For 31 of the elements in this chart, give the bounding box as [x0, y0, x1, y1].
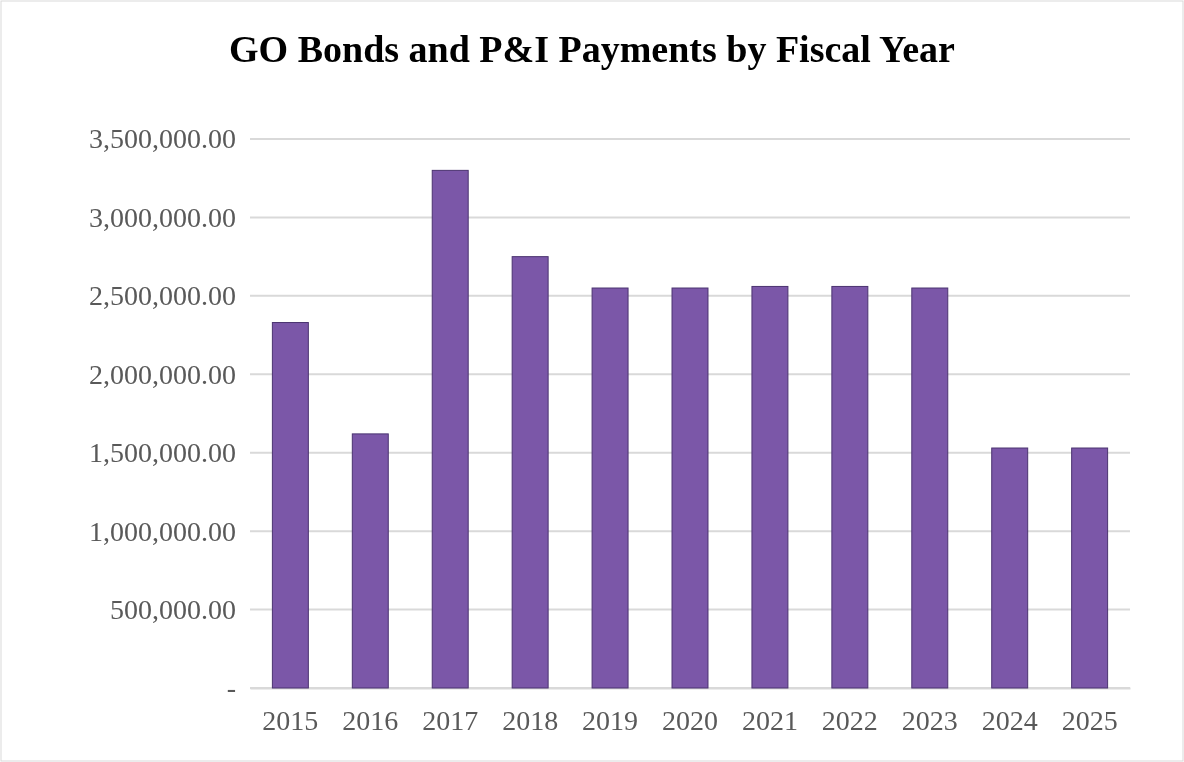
- x-tick-label: 2018: [502, 704, 559, 736]
- x-tick-label: 2017: [422, 704, 479, 736]
- y-tick-label: 500,000.00: [110, 594, 236, 626]
- y-tick-label: 1,500,000.00: [89, 437, 236, 469]
- y-tick-label: 2,500,000.00: [89, 280, 236, 312]
- y-tick-label: 2,000,000.00: [89, 358, 236, 390]
- bar: [911, 287, 949, 689]
- y-tick-label: 3,500,000.00: [89, 123, 236, 155]
- bar: [991, 447, 1029, 689]
- bar: [591, 287, 629, 689]
- bar: [671, 287, 709, 689]
- x-tick-label: 2020: [662, 704, 718, 736]
- x-tick-label: 2024: [981, 704, 1038, 736]
- chart-title: GO Bonds and P&I Payments by Fiscal Year: [229, 28, 956, 70]
- y-tick-label: -: [226, 672, 236, 704]
- x-tick-label: 2025: [1061, 704, 1118, 736]
- x-tick-label: 2023: [901, 704, 958, 736]
- bar: [751, 285, 789, 689]
- x-tick-label: 2022: [821, 704, 878, 736]
- x-tick-label: 2016: [342, 704, 399, 736]
- bar: [1071, 447, 1109, 689]
- bar: [351, 433, 389, 689]
- x-tick-label: 2019: [582, 704, 639, 736]
- x-tick-label: 2021: [741, 704, 798, 736]
- x-tick-label: 2015: [262, 704, 319, 736]
- y-tick-label: 3,000,000.00: [89, 201, 236, 233]
- bar: [431, 169, 469, 689]
- bar: [511, 256, 549, 689]
- bar: [271, 322, 309, 689]
- bar: [831, 285, 869, 689]
- y-tick-label: 1,000,000.00: [89, 515, 236, 547]
